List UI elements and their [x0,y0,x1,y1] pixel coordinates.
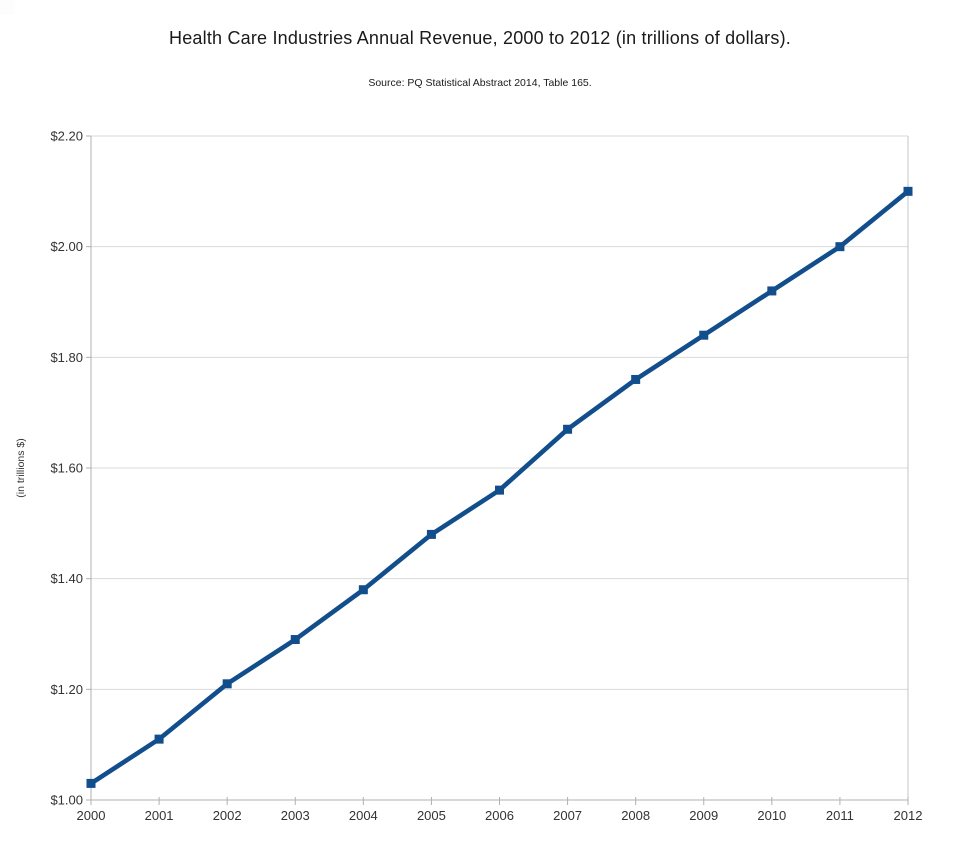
x-tick-label: 2008 [621,808,650,823]
data-point-marker-2003 [290,635,300,645]
y-tick-label: $1.00 [50,793,83,808]
x-tick-label: 2003 [281,808,310,823]
data-point-marker-2007 [563,424,573,434]
data-point-marker-2008 [631,374,641,384]
x-tick-label: 2006 [485,808,514,823]
corner-artifact [0,0,15,15]
data-point-marker-2004 [358,585,368,595]
x-tick-label: 2009 [689,808,718,823]
data-point-marker-2001 [154,734,164,744]
chart-title: Health Care Industries Annual Revenue, 2… [169,28,791,48]
data-point-marker-2010 [767,286,777,296]
y-tick-label: $1.80 [50,350,83,365]
y-tick-label: $1.40 [50,571,83,586]
x-tick-label: 2004 [349,808,378,823]
y-tick-label: $1.60 [50,461,83,476]
x-tick-label: 2010 [757,808,786,823]
data-point-marker-2002 [222,679,232,689]
x-tick-label: 2000 [77,808,106,823]
data-point-marker-2005 [426,529,436,539]
data-point-marker-2000 [86,778,96,788]
y-tick-label: $1.20 [50,682,83,697]
data-point-marker-2012 [903,186,913,196]
data-point-marker-2006 [495,485,504,495]
x-tick-label: 2007 [553,808,582,823]
x-tick-label: 2011 [826,808,854,823]
y-tick-label: $2.20 [50,129,83,144]
y-axis-title: (in trillions $) [15,438,27,498]
y-tick-label: $2.00 [50,239,83,254]
x-tick-label: 2012 [894,808,923,823]
data-point-marker-2009 [699,330,709,340]
data-point-marker-2011 [835,242,845,252]
x-tick-label: 2005 [417,808,446,823]
x-tick-label: 2001 [145,808,174,823]
chart-subtitle: Source: PQ Statistical Abstract 2014, Ta… [368,77,592,89]
x-tick-label: 2002 [213,808,242,823]
